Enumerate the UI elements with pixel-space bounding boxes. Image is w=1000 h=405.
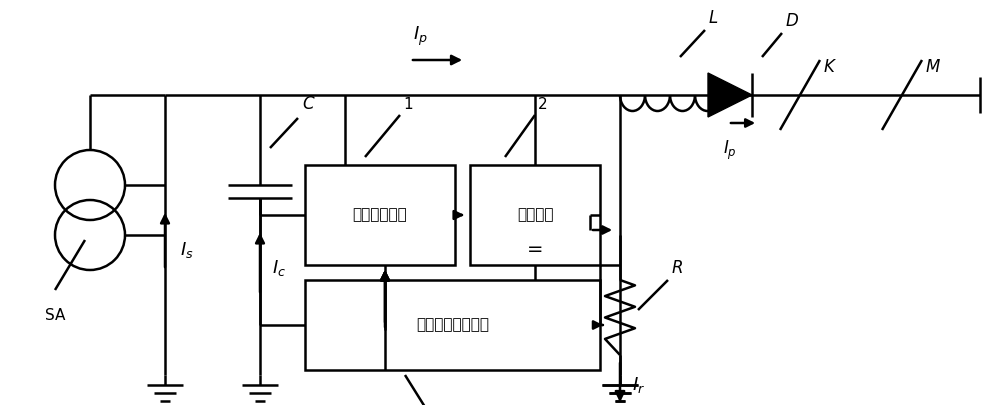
Bar: [470, 165, 600, 265]
Polygon shape: [708, 73, 752, 117]
Text: $I_c$: $I_c$: [272, 258, 286, 278]
Text: 峰値电流抑制电路: 峰値电流抑制电路: [416, 318, 489, 333]
Text: $I_s$: $I_s$: [180, 240, 194, 260]
Text: 分流控制电路: 分流控制电路: [353, 207, 407, 222]
Text: $K$: $K$: [823, 58, 837, 76]
Text: $I_p$: $I_p$: [413, 25, 427, 48]
Bar: [305, 165, 455, 265]
Text: $L$: $L$: [708, 9, 718, 27]
Text: $R$: $R$: [671, 259, 683, 277]
Text: SA: SA: [45, 307, 65, 322]
Text: $C$: $C$: [302, 95, 316, 113]
Text: 1: 1: [403, 97, 413, 112]
Text: $I_p$: $I_p$: [723, 139, 737, 162]
Text: $M$: $M$: [925, 58, 941, 76]
Text: =: =: [527, 241, 543, 260]
Text: $D$: $D$: [785, 12, 799, 30]
Bar: [305, 280, 600, 370]
Text: 驱动电路: 驱动电路: [517, 207, 553, 222]
Text: 2: 2: [538, 97, 548, 112]
Text: $I_r$: $I_r$: [632, 375, 645, 395]
